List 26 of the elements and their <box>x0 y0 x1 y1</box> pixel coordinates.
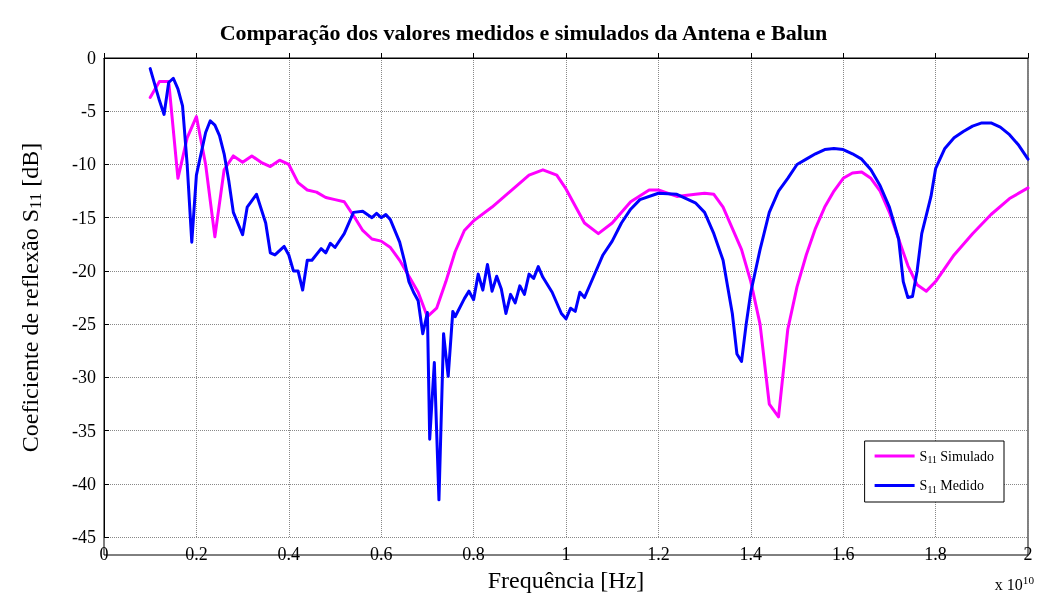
x-tick-label: 1.6 <box>831 544 855 565</box>
y-tick-label: -5 <box>81 101 96 122</box>
y-tick-label: -35 <box>72 420 96 441</box>
chart-title: Comparação dos valores medidos e simulados da Antena e Balun <box>219 19 828 45</box>
x-tick-label: 1.4 <box>739 544 763 565</box>
x-axis-title: Frequência [Hz] <box>487 567 645 593</box>
y-tick-label: -40 <box>72 473 96 494</box>
x-tick-label: 0 <box>99 544 109 565</box>
y-tick-label: -10 <box>72 154 96 175</box>
y-tick-label: -30 <box>72 367 96 388</box>
y-axis-title: Coeficiente de reflexão S11 [dB] <box>16 142 45 453</box>
x-tick-label: 1 <box>561 544 571 565</box>
x-tick-label: 0.8 <box>462 544 485 565</box>
y-tick-label: -20 <box>72 260 96 281</box>
x-tick-label: 0.4 <box>277 544 301 565</box>
x-tick-label: 0.6 <box>369 544 393 565</box>
x-tick-label: 2 <box>1023 544 1033 565</box>
y-tick-label: 0 <box>87 48 96 68</box>
y-tick-label: -45 <box>72 527 96 548</box>
x-tick-label: 0.2 <box>185 544 208 565</box>
y-tick-label: -15 <box>72 207 96 228</box>
x-tick-label: 1.2 <box>647 544 670 565</box>
line-series <box>148 79 1030 419</box>
y-tick-label: -25 <box>72 314 96 335</box>
line-series <box>148 67 1030 502</box>
x-tick-label: 1.8 <box>924 544 947 565</box>
